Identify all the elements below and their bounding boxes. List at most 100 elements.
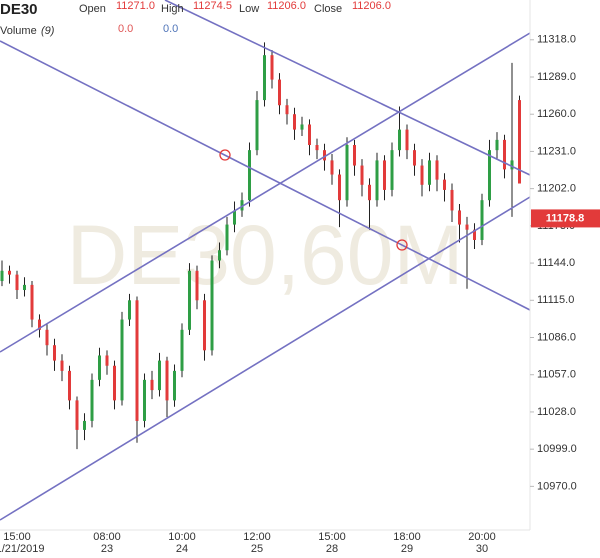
candle-body	[128, 300, 131, 320]
candle-body	[53, 345, 56, 361]
candle-body	[330, 160, 334, 175]
candle-body	[315, 145, 319, 151]
x-date-label: 29	[401, 543, 413, 555]
ohlc-label: Open	[79, 3, 106, 15]
x-tick-label: 18:00	[393, 531, 421, 543]
ohlc-value: 11271.0	[116, 0, 155, 12]
trend-line	[0, 196, 531, 521]
candle-body	[413, 150, 416, 166]
candle-body	[368, 184, 371, 201]
candle-body	[150, 379, 154, 391]
candle-body	[323, 150, 326, 161]
candle-body	[503, 139, 506, 170]
y-tick-label: 11057.0	[537, 369, 576, 381]
candle-body	[30, 284, 34, 320]
candle-body	[255, 100, 259, 151]
y-tick-label: 11086.0	[537, 331, 576, 343]
anchor-point	[396, 239, 408, 251]
volume-label: Volume	[0, 25, 37, 37]
candles	[0, 42, 521, 450]
candle-body	[495, 139, 499, 151]
candle-body	[383, 160, 386, 190]
candle-body	[518, 100, 521, 184]
candle-body	[435, 160, 439, 180]
ohlc-value: 11274.5	[193, 0, 232, 12]
candle-body	[188, 270, 191, 330]
y-tick-label: 11115.0	[537, 294, 574, 306]
candle-body	[353, 145, 356, 166]
x-date-label: 24	[176, 543, 188, 555]
candle-body	[270, 55, 274, 80]
candle-body	[405, 129, 409, 151]
candle-body	[473, 229, 476, 240]
candle-body	[225, 224, 229, 251]
candle-body	[38, 319, 41, 330]
candle-body	[23, 284, 26, 291]
x-tick-label: 10:00	[168, 531, 196, 543]
anchor-point	[219, 149, 231, 161]
y-tick-label: 11289.0	[537, 71, 576, 83]
x-tick-label: 15:00	[318, 531, 346, 543]
candle-body	[15, 274, 19, 291]
y-tick-label: 11028.0	[537, 406, 576, 418]
candle-body	[420, 165, 424, 185]
candle-body	[300, 124, 304, 130]
ohlc-label: High	[161, 3, 184, 15]
last-price-marker	[531, 209, 600, 228]
candle-body	[375, 160, 379, 201]
last-price-label: 11178.8	[546, 212, 585, 224]
y-tick-label: 11202.0	[537, 183, 576, 195]
watermark: DE30,60M	[67, 208, 464, 302]
candle-body	[45, 329, 49, 346]
candle-body	[308, 124, 311, 146]
volume-period: (9)	[41, 25, 55, 37]
candle-body	[233, 210, 236, 225]
candle-body	[218, 250, 221, 261]
candle-body	[180, 329, 184, 371]
candle-body	[360, 165, 364, 185]
y-tick-label: 11318.0	[537, 34, 576, 46]
candle-body	[510, 160, 514, 170]
x-date-label: 28	[326, 543, 338, 555]
y-tick-label: 11231.0	[537, 145, 576, 157]
candle-body	[443, 179, 446, 190]
candle-body	[113, 365, 116, 401]
x-tick-label: 20:00	[468, 531, 496, 543]
x-date-label: 25	[251, 543, 263, 555]
trend-line	[0, 32, 531, 353]
candle-body	[120, 319, 124, 401]
candle-body	[195, 270, 199, 301]
candle-body	[60, 360, 64, 371]
axes: 10970.0 10999.0 11028.0 11057.0 11086.0 11115…	[0, 34, 600, 555]
y-tick-label: 10999.0	[537, 443, 577, 455]
candle-body	[345, 145, 349, 201]
candle-body	[480, 200, 484, 240]
trend-line	[164, 0, 531, 176]
candle-body	[450, 189, 454, 211]
ohlc-label: Low	[239, 3, 259, 15]
x-tick-label: 15:00	[3, 531, 31, 543]
candle-body	[105, 355, 109, 366]
candle-body	[68, 370, 71, 401]
candle-body	[248, 150, 251, 201]
candle-body	[83, 420, 86, 430]
candle-body	[98, 355, 101, 380]
x-date-label: 01/21/2019	[0, 543, 45, 555]
candle-body	[135, 300, 139, 421]
candle-body	[398, 129, 401, 151]
candle-body	[173, 370, 176, 401]
candle-body	[143, 379, 146, 421]
x-date-label: 30	[476, 543, 488, 555]
candle-body	[75, 400, 79, 430]
candle-body	[293, 114, 296, 130]
x-date-label: 23	[101, 543, 113, 555]
header: DE30 Open 11271.0 High 11274.5 Low 11206…	[0, 0, 391, 37]
candle-body	[203, 300, 206, 351]
y-tick-label: 11260.0	[537, 108, 576, 120]
trend-line	[0, 40, 531, 311]
candle-body	[465, 224, 469, 230]
symbol-title: DE30	[0, 1, 38, 18]
candle-body	[488, 150, 491, 201]
trend-lines	[0, 0, 531, 521]
